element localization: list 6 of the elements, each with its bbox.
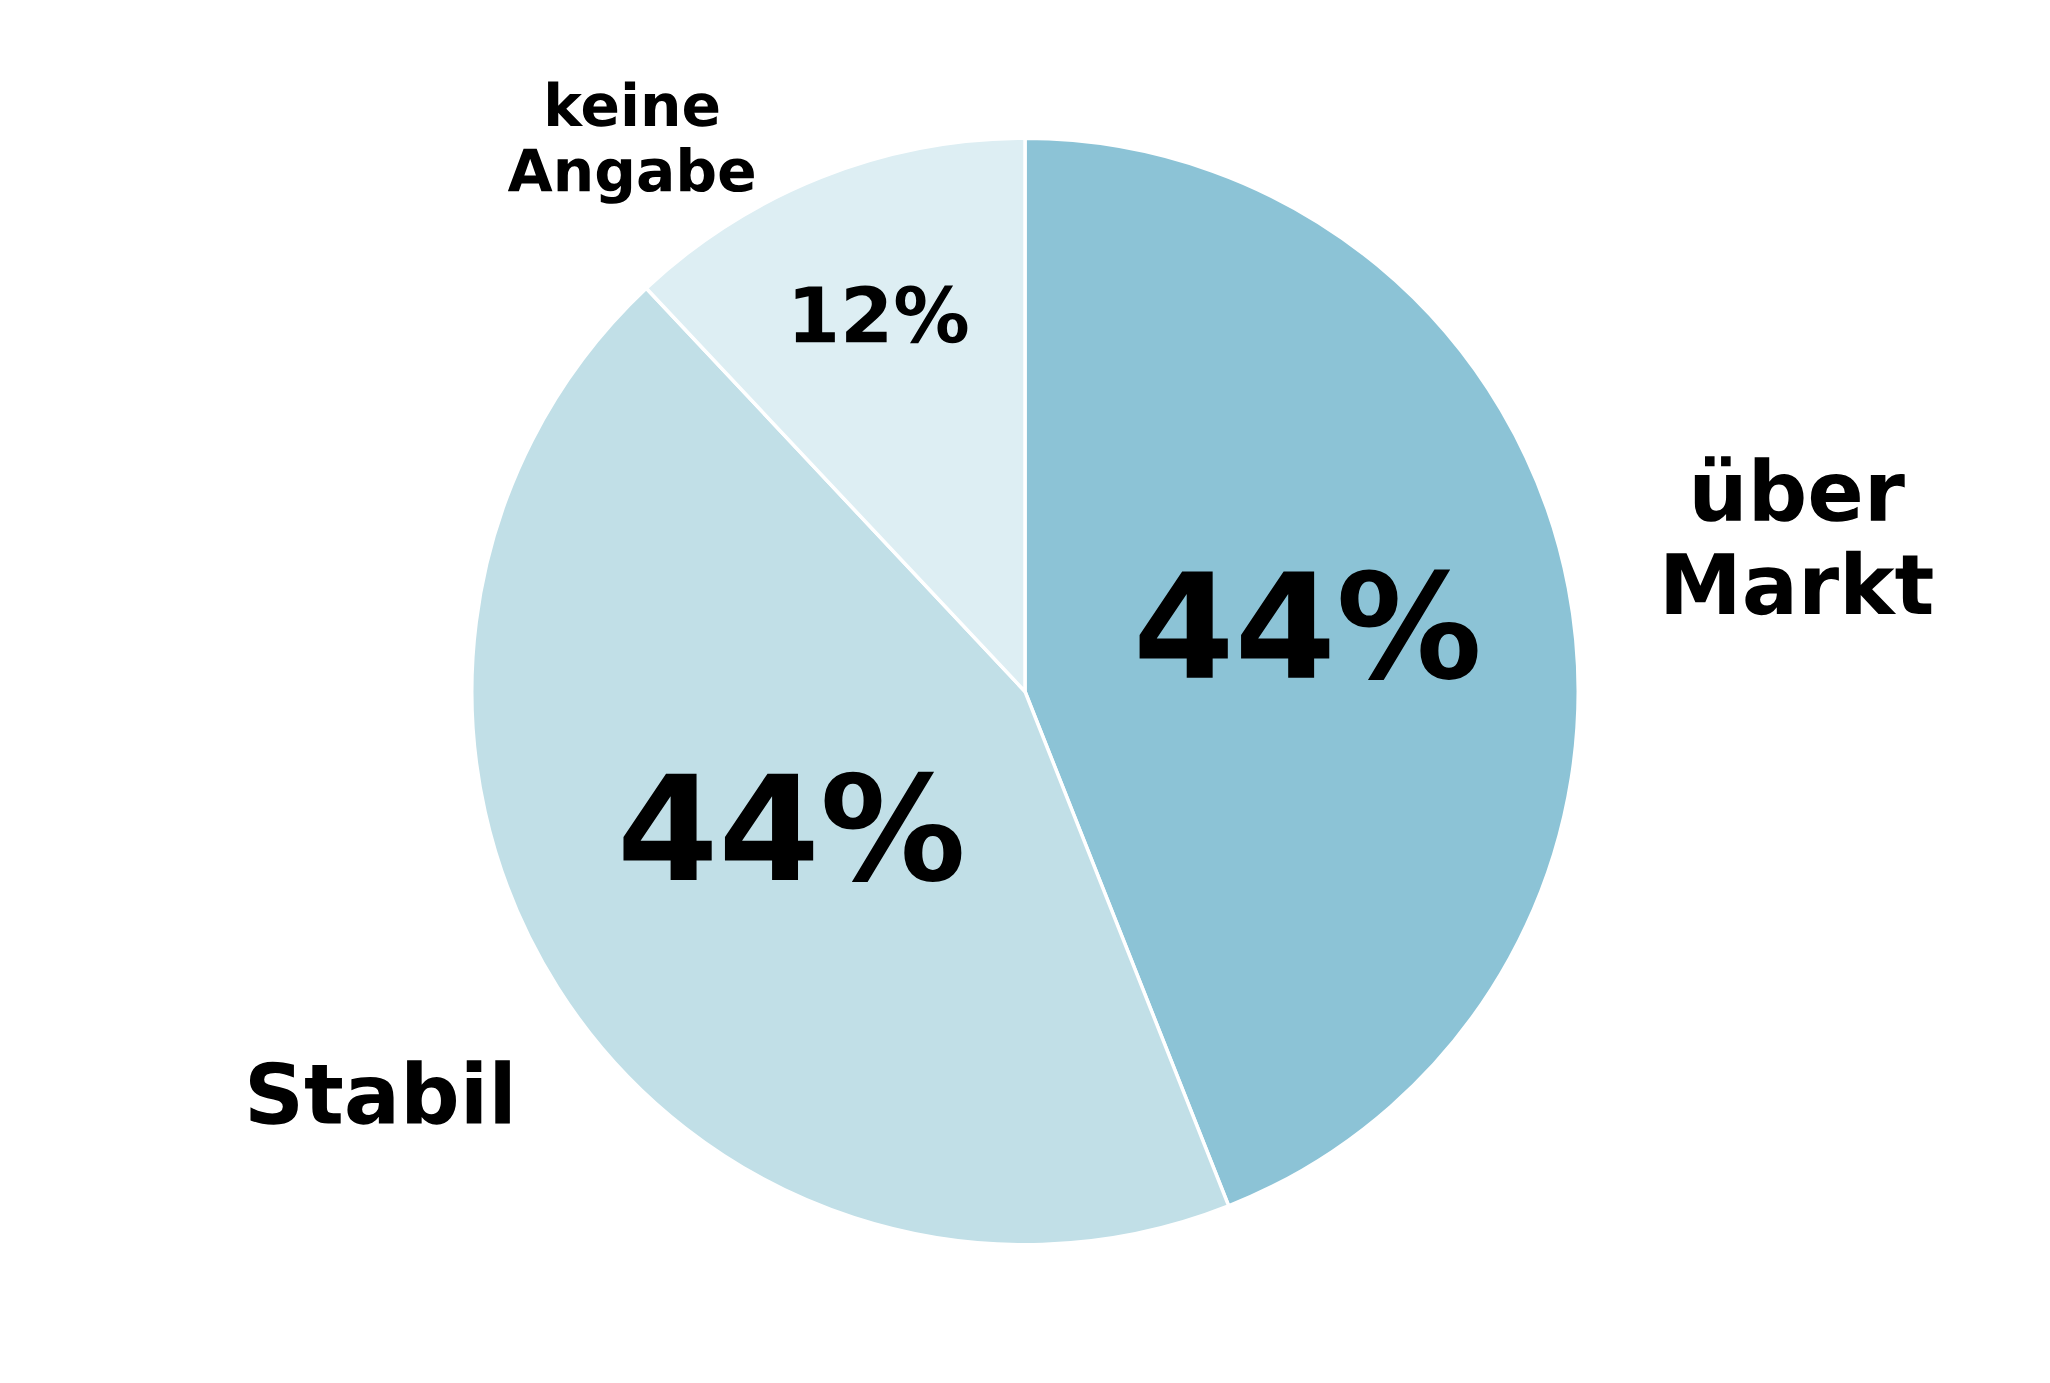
slice-label: keine Angabe xyxy=(507,81,754,204)
slice-label: Stabil xyxy=(249,1060,510,1125)
slice-label: über Markt xyxy=(1666,456,1933,616)
data-label: 44% xyxy=(1139,569,1478,680)
data-label: 44% xyxy=(623,771,962,883)
data-label: 12% xyxy=(795,285,968,344)
